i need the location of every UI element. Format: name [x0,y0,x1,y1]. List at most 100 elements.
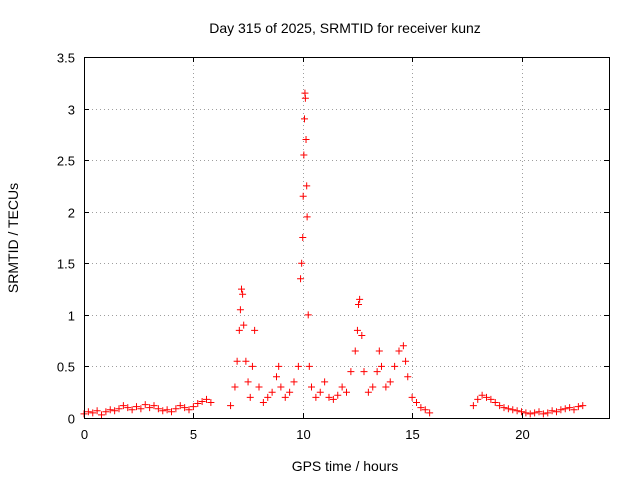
data-point [244,378,252,386]
data-point [531,409,539,417]
data-point [500,404,508,412]
data-point [251,326,259,334]
data-point [426,409,434,417]
data-point [522,409,530,417]
data-point [535,408,543,416]
data-point [286,388,294,396]
y-tick-label: 3.5 [57,51,75,66]
data-point [299,234,307,241]
data-point [203,395,210,403]
data-point [150,402,158,410]
data-point [207,399,215,407]
y-tick-label: 1.5 [57,257,75,272]
y-tick-label: 2 [68,206,75,221]
data-point [304,311,312,319]
data-point [111,407,119,415]
data-point [294,362,302,370]
data-point [358,331,366,339]
data-point [89,409,97,417]
data-point [347,368,355,376]
data-point [316,388,324,396]
data-point [106,406,114,414]
data-point [298,259,306,267]
data-point [338,383,346,391]
data-point [579,402,587,410]
data-point [570,406,578,414]
data-point [302,136,310,144]
data-point [496,402,504,410]
data-point [198,397,206,405]
data-point [305,362,313,370]
y-axis-label: SRMTID / TECUs [5,183,21,293]
data-point [102,408,110,416]
data-point [353,326,361,334]
data-point [343,388,350,396]
data-point [483,393,490,401]
data-point [355,301,363,309]
x-tick-label: 10 [296,427,310,442]
data-point [248,362,256,370]
data-point [119,402,127,410]
data-point [84,408,92,416]
data-point [235,326,243,334]
data-point [321,378,329,386]
data-point [268,388,276,396]
data-point [242,357,250,365]
data-point [299,192,307,200]
data-point [246,393,254,401]
x-tick-label: 15 [405,427,419,442]
data-point [194,400,202,408]
data-point [133,403,140,411]
data-point [574,403,582,411]
data-point [290,378,298,386]
data-point [159,407,167,415]
data-point [474,395,482,403]
data-point [408,393,416,401]
y-tick-label: 0 [68,412,75,427]
data-point [303,182,311,190]
data-point [557,406,565,414]
data-point [364,388,372,396]
data-point [404,373,412,381]
data-point [93,407,101,415]
x-axis-ticks: 0 5 10 15 20 [81,57,530,442]
data-point [391,362,399,370]
data-point [487,395,495,403]
data-point [375,347,383,355]
data-point [378,362,385,370]
data-point [553,408,560,416]
data-point [172,405,180,413]
data-point [185,406,193,414]
data-point [399,342,407,350]
data-point [168,408,175,416]
data-point [526,410,534,418]
data-point [413,399,420,407]
data-point [163,406,171,414]
data-point [146,404,154,412]
data-point [264,393,272,401]
data-point [518,408,525,416]
data-point [137,405,145,413]
data-point [382,383,390,391]
x-axis-label: GPS time / hours [292,458,399,474]
data-point [238,285,245,293]
data-point [386,378,394,386]
data-point [141,401,149,409]
data-point [329,395,337,403]
data-point [548,407,556,415]
data-point [539,410,547,418]
data-point [115,405,123,413]
chart-title: Day 315 of 2025, SRMTID for receiver kun… [209,20,481,36]
data-point [566,404,574,412]
data-point [98,411,105,419]
data-point [128,406,136,414]
data-point [312,393,320,401]
data-point [231,383,239,391]
data-point [236,306,244,314]
data-point [395,347,403,355]
y-tick-label: 2.5 [57,154,75,169]
data-point [300,151,308,159]
y-axis-ticks: 0 0.5 1 1.5 2 2.5 3 3.5 [57,51,609,427]
data-point [469,402,477,410]
data-point [176,402,184,410]
